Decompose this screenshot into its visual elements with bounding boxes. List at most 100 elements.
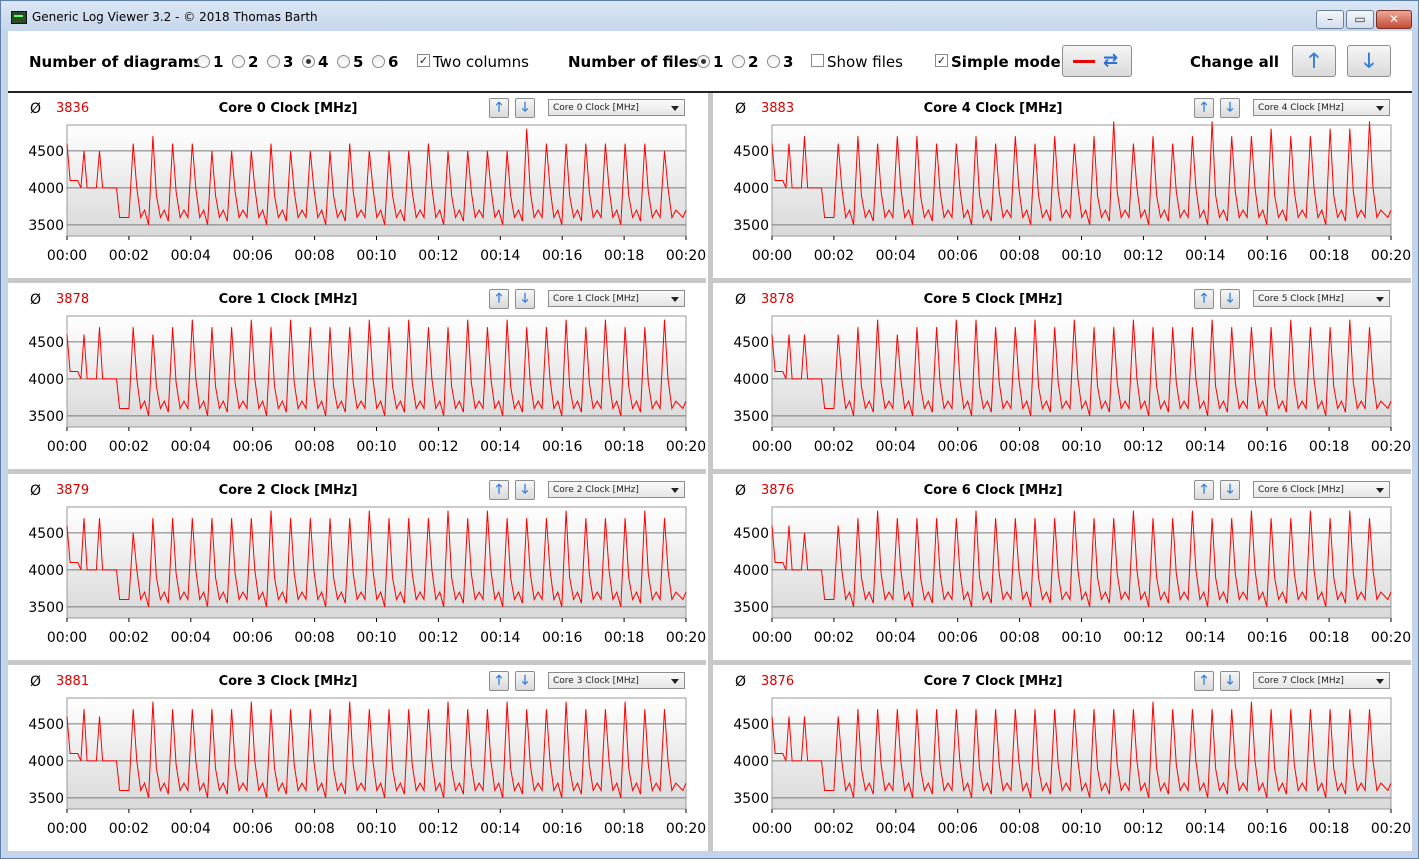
x-tick-label: 00:18: [604, 630, 644, 646]
two-columns-checkbox[interactable]: ✓: [417, 54, 430, 67]
move-down-button[interactable]: 🡓: [1220, 289, 1240, 309]
line-color-refresh-button[interactable]: ⇄: [1062, 45, 1132, 77]
sensor-select[interactable]: Core 6 Clock [MHz]: [1253, 481, 1390, 498]
x-tick-label: 00:10: [356, 821, 396, 837]
x-tick-label: 00:04: [876, 439, 916, 455]
diagram-panel: Ø 3836 Core 0 Clock [MHz] 🡑 🡓 Core 0 Clo…: [8, 93, 706, 278]
move-down-button[interactable]: 🡓: [1220, 671, 1240, 691]
minimize-button[interactable]: –: [1316, 10, 1344, 29]
move-down-button[interactable]: 🡓: [515, 480, 535, 500]
move-up-button[interactable]: 🡑: [489, 98, 509, 118]
move-down-button[interactable]: 🡓: [515, 289, 535, 309]
series-line: [66, 319, 687, 417]
plot-area: [771, 697, 1392, 810]
x-tick-label: 00:06: [938, 821, 978, 837]
simple-mode-checkbox[interactable]: ✓: [935, 54, 948, 67]
x-tick-label: 00:00: [47, 439, 87, 455]
x-tick-label: 00:02: [814, 630, 854, 646]
x-tick-label: 00:04: [171, 630, 211, 646]
x-tick-label: 00:00: [752, 630, 792, 646]
line-chart: 3500 4000 4500 00:00 00:02 00:04 00:06 00:08 00:…: [713, 312, 1411, 469]
move-down-button[interactable]: 🡓: [1220, 480, 1240, 500]
average-symbol: Ø: [30, 674, 42, 690]
move-up-button[interactable]: 🡑: [1194, 289, 1214, 309]
move-up-all-button[interactable]: 🡑: [1292, 45, 1336, 77]
x-tick-label: 00:20: [1371, 439, 1411, 455]
move-up-button[interactable]: 🡑: [489, 671, 509, 691]
sensor-select[interactable]: Core 3 Clock [MHz]: [548, 672, 685, 689]
move-up-button[interactable]: 🡑: [489, 289, 509, 309]
plot-area: [66, 506, 687, 619]
files-radio-3[interactable]: [767, 55, 780, 68]
title-bar[interactable]: Generic Log Viewer 3.2 - © 2018 Thomas B…: [1, 1, 1418, 31]
simple-mode-label: Simple mode: [951, 53, 1061, 71]
x-tick-label: 00:02: [109, 630, 149, 646]
sensor-select[interactable]: Core 1 Clock [MHz]: [548, 290, 685, 307]
x-tick-label: 00:18: [604, 821, 644, 837]
move-up-button[interactable]: 🡑: [1194, 98, 1214, 118]
x-tick-label: 00:16: [542, 821, 582, 837]
move-up-button[interactable]: 🡑: [1194, 671, 1214, 691]
diagram-panel: Ø 3878 Core 5 Clock [MHz] 🡑 🡓 Core 5 Clo…: [713, 284, 1411, 469]
close-button[interactable]: ✕: [1376, 10, 1412, 29]
x-tick-label: 00:04: [171, 439, 211, 455]
diagram-title: Core 4 Clock [MHz]: [923, 101, 1063, 116]
show-files-checkbox[interactable]: [811, 54, 824, 67]
move-down-button[interactable]: 🡓: [515, 98, 535, 118]
chart-svg: 3500 4000 4500 00:00 00:02 00:04 00:06 00:08 00:…: [733, 697, 1411, 837]
diagrams-radio-label-4: 4: [318, 53, 329, 71]
diagram-panel: Ø 3876 Core 6 Clock [MHz] 🡑 🡓 Core 6 Clo…: [713, 475, 1411, 660]
move-down-button[interactable]: 🡓: [1220, 98, 1240, 118]
y-tick-label: 3500: [733, 409, 769, 425]
files-radio-2[interactable]: [732, 55, 745, 68]
y-tick-label: 4500: [733, 335, 769, 351]
diagrams-radio-1[interactable]: [197, 55, 210, 68]
sensor-select[interactable]: Core 7 Clock [MHz]: [1253, 672, 1390, 689]
diagrams-radio-4[interactable]: [302, 55, 315, 68]
diagrams-radio-5[interactable]: [337, 55, 350, 68]
move-up-button[interactable]: 🡑: [1194, 480, 1214, 500]
plot-area: [66, 124, 687, 237]
x-tick-label: 00:14: [480, 821, 520, 837]
x-tick-label: 00:16: [1247, 821, 1287, 837]
y-tick-label: 3500: [28, 409, 64, 425]
sensor-select[interactable]: Core 0 Clock [MHz]: [548, 99, 685, 116]
x-tick-label: 00:04: [171, 248, 211, 264]
move-down-all-button[interactable]: 🡓: [1347, 45, 1391, 77]
series-line: [771, 510, 1392, 608]
x-tick-label: 00:20: [666, 630, 706, 646]
move-up-button[interactable]: 🡑: [489, 480, 509, 500]
average-symbol: Ø: [30, 483, 42, 499]
plot-area: [66, 315, 687, 428]
diagram-panel: Ø 3876 Core 7 Clock [MHz] 🡑 🡓 Core 7 Clo…: [713, 666, 1411, 851]
x-tick-label: 00:10: [1061, 821, 1101, 837]
files-radio-1[interactable]: [697, 55, 710, 68]
x-tick-label: 00:20: [666, 439, 706, 455]
app-icon: [11, 11, 27, 24]
series-line: [66, 701, 687, 799]
move-down-button[interactable]: 🡓: [515, 671, 535, 691]
x-tick-label: 00:06: [938, 248, 978, 264]
line-chart: 3500 4000 4500 00:00 00:02 00:04 00:06 00:08 00:…: [713, 503, 1411, 660]
maximize-button[interactable]: ▭: [1346, 10, 1374, 29]
sensor-select[interactable]: Core 5 Clock [MHz]: [1253, 290, 1390, 307]
x-tick-label: 00:14: [480, 630, 520, 646]
change-all-label: Change all: [1190, 53, 1280, 71]
diagrams-radio-2[interactable]: [232, 55, 245, 68]
sensor-select[interactable]: Core 2 Clock [MHz]: [548, 481, 685, 498]
x-tick-label: 00:10: [356, 630, 396, 646]
x-tick-label: 00:16: [542, 248, 582, 264]
diagram-title: Core 0 Clock [MHz]: [218, 101, 358, 116]
diagrams-radio-3[interactable]: [267, 55, 280, 68]
row-divider: [8, 278, 706, 283]
diagrams-radio-6[interactable]: [372, 55, 385, 68]
average-symbol: Ø: [30, 101, 42, 117]
red-line-icon: [1073, 60, 1095, 63]
files-radio-label-3: 3: [783, 53, 794, 71]
x-tick-label: 00:18: [604, 439, 644, 455]
sensor-select[interactable]: Core 4 Clock [MHz]: [1253, 99, 1390, 116]
show-files-label: Show files: [827, 53, 903, 71]
x-tick-label: 00:16: [542, 630, 582, 646]
x-tick-label: 00:18: [1309, 630, 1349, 646]
